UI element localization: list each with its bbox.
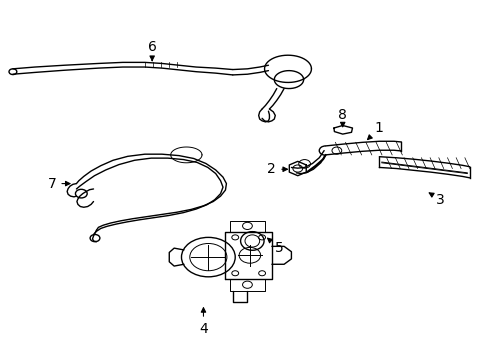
Text: 4: 4: [199, 308, 208, 336]
Text: 7: 7: [48, 177, 70, 190]
Text: 2: 2: [268, 162, 288, 176]
Text: 5: 5: [268, 238, 284, 255]
Text: 3: 3: [429, 193, 445, 207]
Text: 8: 8: [338, 108, 347, 127]
Text: 6: 6: [147, 40, 157, 60]
Polygon shape: [334, 126, 352, 134]
Text: 1: 1: [368, 121, 384, 140]
